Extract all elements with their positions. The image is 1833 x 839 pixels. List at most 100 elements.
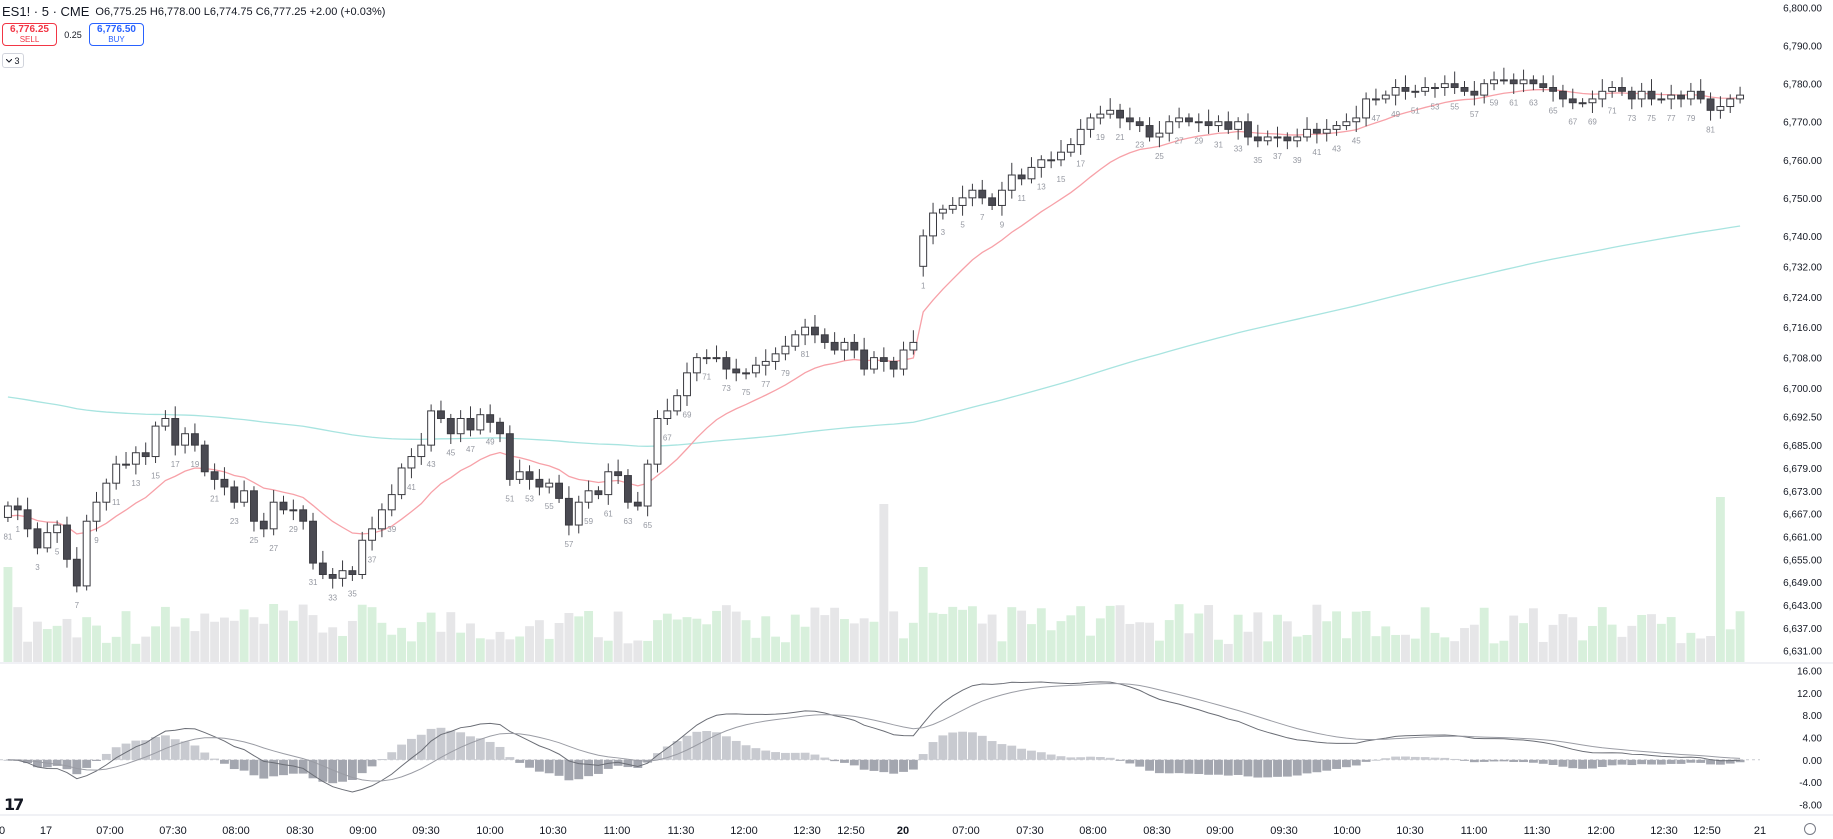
- macd-hist-bar: [1538, 759, 1548, 764]
- indicators-toggle-button[interactable]: 3: [2, 53, 24, 68]
- candle-body: [1204, 121, 1213, 127]
- candle: [722, 351, 731, 380]
- macd-hist-bar: [702, 731, 712, 760]
- bar-count-label: 31: [309, 578, 318, 587]
- volume-bar: [800, 626, 810, 662]
- macd-hist-bar: [446, 730, 456, 760]
- candle-body: [574, 501, 583, 526]
- macd-hist-bar: [82, 759, 92, 768]
- macd-histogram: [3, 727, 1745, 784]
- buy-button[interactable]: 6,776.50 BUY: [89, 23, 144, 46]
- volume-bar: [1617, 636, 1627, 662]
- volume-bar: [1371, 636, 1381, 662]
- bar-count-label: 57: [564, 540, 573, 549]
- candle-body: [1263, 136, 1272, 142]
- volume-bar: [958, 609, 968, 662]
- candle: [23, 497, 32, 538]
- candle: [240, 480, 249, 507]
- bar-count-label: 43: [427, 460, 436, 469]
- gear-icon[interactable]: [1804, 823, 1816, 835]
- candle: [1509, 73, 1518, 94]
- volume-bar: [623, 643, 633, 662]
- price-axis-label: 6,655.00: [1783, 555, 1822, 566]
- bar-count-label: 61: [1509, 99, 1518, 108]
- bar-count-label: 67: [1568, 118, 1577, 127]
- candle-body: [801, 326, 810, 336]
- volume-bar: [62, 618, 72, 662]
- candle: [811, 315, 819, 344]
- candle-body: [722, 357, 731, 370]
- candle-body: [1627, 90, 1636, 100]
- candle-body: [53, 524, 62, 534]
- candle-body: [1460, 87, 1469, 92]
- symbol-title[interactable]: ES1! · 5 · CME: [2, 4, 90, 19]
- volume-bar: [160, 606, 170, 662]
- candle-body: [446, 418, 455, 435]
- candle: [476, 408, 485, 435]
- macd-hist-bar: [1391, 756, 1401, 760]
- price-axis-label: 6,631.00: [1783, 647, 1822, 658]
- volume-bar: [1499, 640, 1509, 662]
- candle-body: [279, 501, 288, 511]
- candle: [151, 421, 160, 464]
- volume-bar: [544, 638, 554, 662]
- bar-count-label: 5: [960, 220, 965, 229]
- bar-count-label: 31: [1214, 141, 1223, 150]
- volume-bar: [446, 612, 456, 662]
- volume-bar: [1656, 623, 1666, 662]
- macd-hist-bar: [1341, 759, 1351, 768]
- macd-hist-bar: [151, 737, 160, 760]
- candle: [1431, 82, 1439, 98]
- candle-body: [1440, 83, 1449, 89]
- candle: [1086, 113, 1095, 138]
- volume-bar: [347, 620, 357, 662]
- candle: [230, 480, 239, 509]
- candle: [535, 469, 544, 496]
- candle-body: [1558, 90, 1567, 100]
- candle-body: [220, 478, 229, 488]
- candle-body: [692, 357, 701, 374]
- candle: [840, 337, 849, 361]
- volume-bar: [121, 611, 131, 662]
- bar-count-label: 49: [1391, 110, 1400, 119]
- price-axis-label: 6,716.00: [1783, 323, 1822, 334]
- volume-bar: [1223, 643, 1233, 662]
- macd-hist-bar: [200, 752, 210, 760]
- candle-body: [1027, 166, 1036, 180]
- macd-hist-bar: [771, 752, 781, 760]
- bar-count-label: 23: [1135, 141, 1144, 150]
- candle-body: [161, 418, 170, 427]
- candle: [279, 495, 288, 515]
- candle: [1568, 88, 1577, 110]
- candle: [328, 568, 337, 589]
- macd-hist-bar: [1617, 759, 1627, 765]
- tradingview-logo-icon[interactable]: 17: [4, 795, 24, 814]
- candle: [1647, 79, 1656, 106]
- candle: [574, 495, 583, 534]
- candle: [220, 467, 229, 496]
- macd-hist-bar: [229, 759, 239, 770]
- bar-count-label: 53: [1431, 103, 1440, 112]
- candle-body: [112, 463, 121, 484]
- time-axis-label: 11:30: [668, 825, 695, 837]
- volume-bar: [869, 621, 879, 662]
- macd-hist-bar: [23, 759, 33, 764]
- volume-bar: [899, 638, 908, 662]
- macd-hist-bar: [180, 741, 190, 760]
- macd-hist-bar: [1007, 745, 1017, 760]
- candle: [978, 179, 987, 205]
- volume-bar: [1095, 618, 1105, 662]
- bar-count-label: 3: [35, 563, 40, 572]
- sell-button[interactable]: 6,776.25 SELL: [2, 23, 57, 46]
- candle-body: [525, 471, 534, 480]
- macd-hist-bar: [1489, 759, 1499, 762]
- candle: [200, 440, 209, 477]
- candle: [909, 330, 918, 355]
- sell-label: SELL: [19, 34, 40, 44]
- candle: [624, 469, 632, 509]
- bar-count-label: 45: [446, 449, 455, 458]
- candle-body: [860, 349, 869, 370]
- macd-hist-bar: [967, 732, 977, 760]
- volume-bar: [771, 636, 781, 662]
